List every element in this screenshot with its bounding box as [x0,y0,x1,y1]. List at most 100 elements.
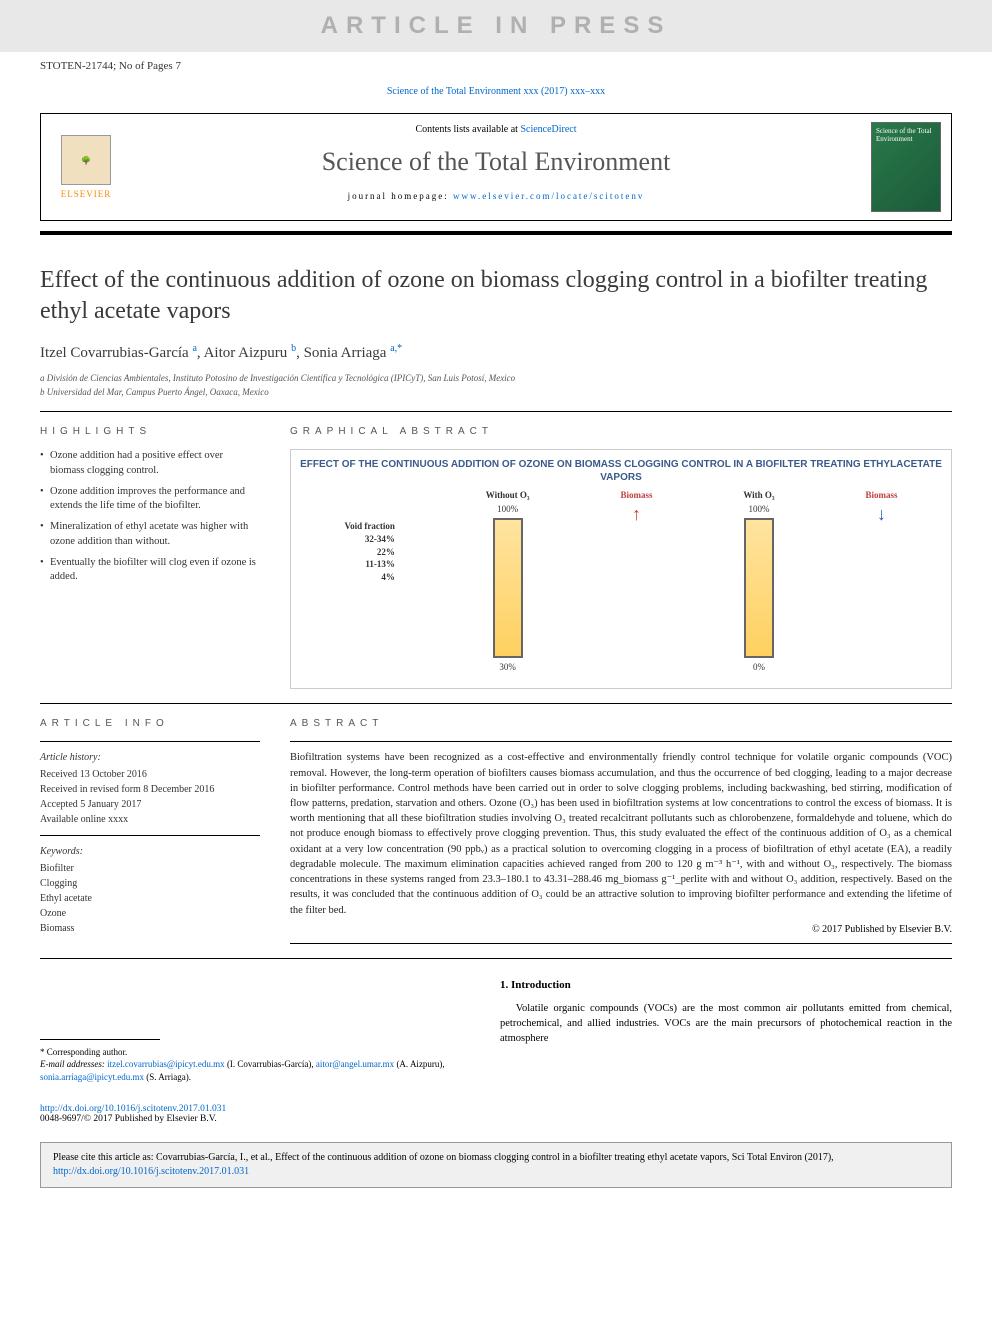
highlight-item: Mineralization of ethyl acetate was high… [40,520,260,549]
introduction-column: 1. Introduction Volatile organic compoun… [500,979,952,1084]
journal-reference-line: Science of the Total Environment xxx (20… [0,80,992,103]
journal-cover-icon: Science of the Total Environment [871,122,941,212]
header-center: Contents lists available at ScienceDirec… [131,114,861,220]
sciencedirect-link[interactable]: ScienceDirect [520,124,576,135]
article-title: Effect of the continuous addition of ozo… [0,235,992,343]
ga-column-icon [744,518,774,658]
rule [290,741,952,742]
email-addresses-line: E-mail addresses: itzel.covarrubias@ipic… [40,1058,470,1083]
ga-void-val: 11-13% [344,558,394,571]
article-info-heading: ARTICLE INFO [40,718,260,729]
ga-biomass-label: Biomass [620,490,652,500]
highlight-item: Ozone addition improves the performance … [40,485,260,514]
ga-void-val: 4% [344,571,394,584]
ga-biomass-col: Biomass ↑ [620,490,652,680]
keyword-item: Biomass [40,921,260,936]
info-abstract-row: ARTICLE INFO Article history: Received 1… [0,704,992,957]
homepage-line: journal homepage: www.elsevier.com/locat… [151,191,841,201]
keywords-block: Keywords: BiofilterCloggingEthyl acetate… [40,844,260,936]
highlights-column: HIGHLIGHTS Ozone addition had a positive… [40,426,260,689]
citation-box: Please cite this article as: Covarrubias… [40,1142,952,1188]
homepage-label: journal homepage: [348,191,453,201]
keyword-item: Ozone [40,906,260,921]
article-info-column: ARTICLE INFO Article history: Received 1… [40,718,260,943]
email-attribution: (S. Arriaga). [144,1072,191,1082]
footnote-rule [40,1039,160,1040]
journal-title: Science of the Total Environment [151,147,841,177]
author-email-link[interactable]: itzel.covarrubias@ipicyt.edu.mx [107,1059,225,1069]
author-email-link[interactable]: sonia.arriaga@ipicyt.edu.mx [40,1072,144,1082]
highlight-item: Ozone addition had a positive effect ove… [40,449,260,478]
footnote-column: * Corresponding author. E-mail addresses… [40,979,470,1084]
rule [40,741,260,742]
introduction-text: Volatile organic compounds (VOCs) are th… [500,1001,952,1047]
history-line: Accepted 5 January 2017 [40,797,260,812]
ga-body: Void fraction 32-34% 22% 11-13% 4% Witho… [299,490,943,680]
ga-void-val: 32-34% [344,533,394,546]
ga-with-col: With O₃ 100% 0% [743,490,774,680]
journal-ref-link[interactable]: Science of the Total Environment xxx (20… [387,86,605,97]
ga-title: EFFECT OF THE CONTINUOUS ADDITION OF OZO… [299,458,943,484]
cover-thumbnail-block: Science of the Total Environment [861,114,951,220]
affiliation-line: b Universidad del Mar, Campus Puerto Áng… [40,386,952,400]
email-attribution: (A. Aizpuru), [394,1059,445,1069]
citation-doi-link[interactable]: http://dx.doi.org/10.1016/j.scitotenv.20… [53,1166,249,1177]
arrow-down-icon: ↓ [877,504,886,525]
rule [40,835,260,836]
article-id: STOTEN-21744; No of Pages 7 [0,52,992,80]
keyword-item: Ethyl acetate [40,891,260,906]
author-email-link[interactable]: aitor@angel.umar.mx [316,1059,394,1069]
abstract-column: ABSTRACT Biofiltration systems have been… [290,718,952,943]
homepage-link[interactable]: www.elsevier.com/locate/scitotenv [453,191,644,201]
elsevier-tree-icon: 🌳 [61,135,111,185]
ga-without-label: Without O₃ [486,490,530,500]
copyright-line: © 2017 Published by Elsevier B.V. [290,924,952,935]
rule [290,943,952,944]
email-attribution: (I. Covarrubias-García), [225,1059,316,1069]
emails-label: E-mail addresses: [40,1059,107,1069]
citation-text: Please cite this article as: Covarrubias… [53,1152,834,1163]
corresponding-author-note: * Corresponding author. [40,1046,470,1059]
authors-line: Itzel Covarrubias-García a, Aitor Aizpur… [0,343,992,372]
ga-pct: 100% [748,504,769,514]
watermark-banner: ARTICLE IN PRESS [0,0,992,52]
introduction-heading: 1. Introduction [500,979,952,991]
history-label: Article history: [40,750,260,765]
ga-without-col: Without O₃ 100% 30% [486,490,530,680]
abstract-text: Biofiltration systems have been recogniz… [290,750,952,917]
publisher-logo-block: 🌳 ELSEVIER [41,114,131,220]
ga-with-label: With O₃ [743,490,774,500]
keyword-item: Biofilter [40,861,260,876]
ga-pct: 100% [497,504,518,514]
highlight-item: Eventually the biofilter will clog even … [40,556,260,585]
keyword-item: Clogging [40,876,260,891]
journal-header-box: 🌳 ELSEVIER Contents lists available at S… [40,113,952,221]
highlights-heading: HIGHLIGHTS [40,426,260,437]
issn-copyright-line: 0048-9697/© 2017 Published by Elsevier B… [40,1114,217,1124]
ga-biomass-col-right: Biomass ↓ [866,490,898,680]
ga-column-icon [493,518,523,658]
keywords-label: Keywords: [40,844,260,859]
ga-heading: GRAPHICAL ABSTRACT [290,426,952,437]
history-line: Received 13 October 2016 [40,767,260,782]
graphical-abstract-figure: EFFECT OF THE CONTINUOUS ADDITION OF OZO… [290,449,952,689]
highlights-list: Ozone addition had a positive effect ove… [40,449,260,585]
intro-footnote-row: * Corresponding author. E-mail addresses… [0,959,992,1094]
history-line: Available online xxxx [40,812,260,827]
footnotes-block: * Corresponding author. E-mail addresses… [40,1046,470,1084]
arrow-up-icon: ↑ [632,504,641,525]
contents-text: Contents lists available at [415,124,520,135]
graphical-abstract-column: GRAPHICAL ABSTRACT EFFECT OF THE CONTINU… [290,426,952,689]
contents-line: Contents lists available at ScienceDirec… [151,124,841,135]
doi-block: http://dx.doi.org/10.1016/j.scitotenv.20… [0,1094,992,1134]
doi-link[interactable]: http://dx.doi.org/10.1016/j.scitotenv.20… [40,1104,226,1114]
highlights-ga-row: HIGHLIGHTS Ozone addition had a positive… [0,412,992,703]
ga-void-val: 22% [344,546,394,559]
ga-void-labels: Void fraction 32-34% 22% 11-13% 4% [344,490,394,680]
article-history-block: Article history: Received 13 October 201… [40,750,260,827]
ga-pct: 0% [753,662,765,672]
ga-biomass-label: Biomass [866,490,898,500]
ga-void-label: Void fraction [344,520,394,533]
abstract-heading: ABSTRACT [290,718,952,729]
publisher-name: ELSEVIER [61,189,112,199]
